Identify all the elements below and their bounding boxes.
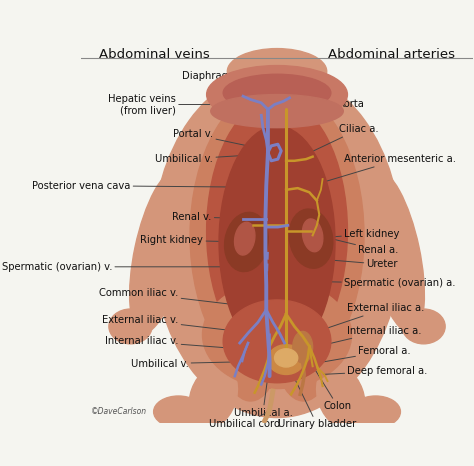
Ellipse shape [109, 309, 152, 344]
Ellipse shape [189, 365, 237, 429]
Text: Internal iliac v.: Internal iliac v. [105, 336, 248, 350]
Ellipse shape [278, 318, 329, 401]
Ellipse shape [228, 48, 327, 94]
Ellipse shape [235, 222, 255, 255]
Ellipse shape [223, 300, 331, 383]
Text: Common iliac v.: Common iliac v. [99, 288, 262, 308]
Ellipse shape [207, 66, 347, 123]
Text: External iliac a.: External iliac a. [305, 303, 425, 336]
Ellipse shape [268, 345, 304, 375]
Ellipse shape [154, 396, 203, 427]
Text: Deep femoral a.: Deep femoral a. [324, 366, 428, 376]
Text: Abdominal arteries: Abdominal arteries [328, 48, 455, 61]
Text: Colon: Colon [304, 352, 352, 411]
Ellipse shape [274, 349, 298, 367]
Text: Spermatic (ovarian) v.: Spermatic (ovarian) v. [2, 262, 264, 272]
Ellipse shape [293, 331, 313, 363]
Ellipse shape [302, 219, 323, 252]
Text: Ureter: Ureter [315, 259, 398, 269]
Ellipse shape [402, 309, 445, 344]
Text: Abdominal veins: Abdominal veins [99, 48, 210, 61]
Ellipse shape [225, 318, 276, 401]
Ellipse shape [211, 95, 343, 128]
Text: Left kidney: Left kidney [314, 229, 400, 239]
Text: Renal a.: Renal a. [314, 234, 399, 255]
Text: Urinary bladder: Urinary bladder [278, 370, 356, 429]
Text: Right kidney: Right kidney [140, 235, 244, 245]
Text: ©DaveCarlson: ©DaveCarlson [91, 407, 147, 416]
Text: Umbilical cord: Umbilical cord [209, 412, 281, 429]
Text: Spermatic (ovarian) a.: Spermatic (ovarian) a. [291, 278, 456, 288]
Text: Portal v.: Portal v. [173, 129, 268, 151]
Ellipse shape [289, 209, 333, 268]
Text: Umbilical v.: Umbilical v. [155, 154, 262, 164]
Text: External iliac v.: External iliac v. [102, 315, 250, 333]
Text: Umbilical v.: Umbilical v. [130, 359, 264, 369]
Text: Hepatic veins
(from liver): Hepatic veins (from liver) [108, 94, 258, 115]
Ellipse shape [365, 171, 424, 333]
Ellipse shape [190, 86, 364, 384]
Text: Umbilical a.: Umbilical a. [234, 379, 292, 418]
Text: Posterior vena cava: Posterior vena cava [32, 181, 264, 191]
Text: Aorta: Aorta [291, 99, 365, 110]
Text: Renal v.: Renal v. [172, 212, 262, 222]
Text: Internal iliac a.: Internal iliac a. [314, 326, 422, 347]
Ellipse shape [153, 70, 401, 418]
Text: Diaphragm: Diaphragm [182, 71, 267, 92]
Ellipse shape [351, 396, 401, 427]
Ellipse shape [317, 365, 365, 429]
Ellipse shape [219, 126, 335, 358]
Text: Ciliac a.: Ciliac a. [299, 124, 379, 158]
Ellipse shape [202, 281, 352, 389]
Text: Anterior mesenteric a.: Anterior mesenteric a. [309, 154, 456, 186]
Ellipse shape [130, 171, 189, 333]
Ellipse shape [225, 212, 268, 272]
Text: Femoral a.: Femoral a. [320, 346, 411, 363]
Ellipse shape [207, 99, 347, 363]
Ellipse shape [223, 74, 331, 111]
